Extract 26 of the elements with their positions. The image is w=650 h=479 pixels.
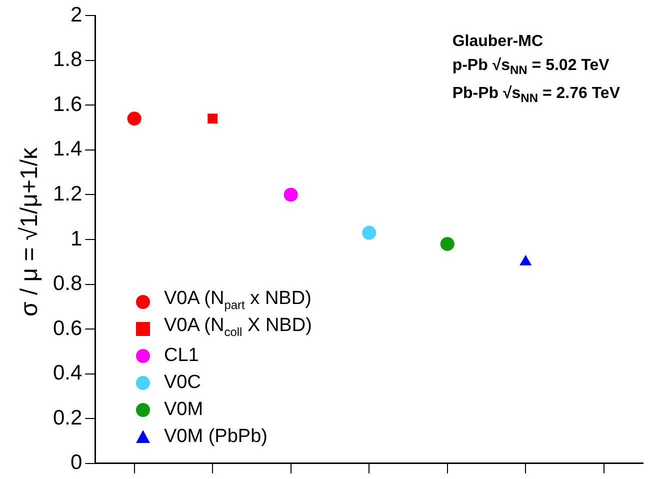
y-axis-title: σ / μ = √1/μ+1/κ: [16, 146, 44, 319]
legend-label: V0M (PbPb): [164, 425, 268, 449]
legend-label: CL1: [164, 344, 199, 368]
y-tick-label: 1.2: [52, 182, 82, 206]
y-tick-label: 1: [70, 227, 82, 250]
legend-label: V0M: [164, 398, 204, 422]
point: [208, 114, 218, 124]
point: [440, 236, 454, 251]
legend-label: V0A (N$_{part}$ x NBD): [164, 288, 312, 312]
legend-label: V0C: [164, 371, 201, 395]
y-tick-label: 1.8: [52, 48, 82, 72]
annotation: Glauber-MC: [452, 32, 544, 52]
point: [284, 188, 298, 202]
y-tick-label: 0.4: [52, 362, 83, 385]
point: [127, 112, 142, 126]
y-tick-label: 0.6: [52, 316, 82, 340]
y-tick-label: 0: [70, 451, 82, 474]
annotation: Pb-Pb √s$_{NN}$ = 2.76 TeV: [452, 84, 620, 108]
y-tick-label: 1.6: [52, 92, 82, 116]
y-tick-label: 1.4: [52, 138, 83, 161]
y-tick-label: 0.8: [52, 272, 82, 296]
point: [362, 226, 376, 240]
annotation: p-Pb √s$_{NN}$ = 5.02 TeV: [452, 56, 610, 80]
y-tick-label: 0.2: [52, 406, 82, 430]
y-tick-label: 2: [70, 3, 82, 26]
legend-label: V0A (N$_{coll}$ X NBD): [164, 314, 312, 340]
